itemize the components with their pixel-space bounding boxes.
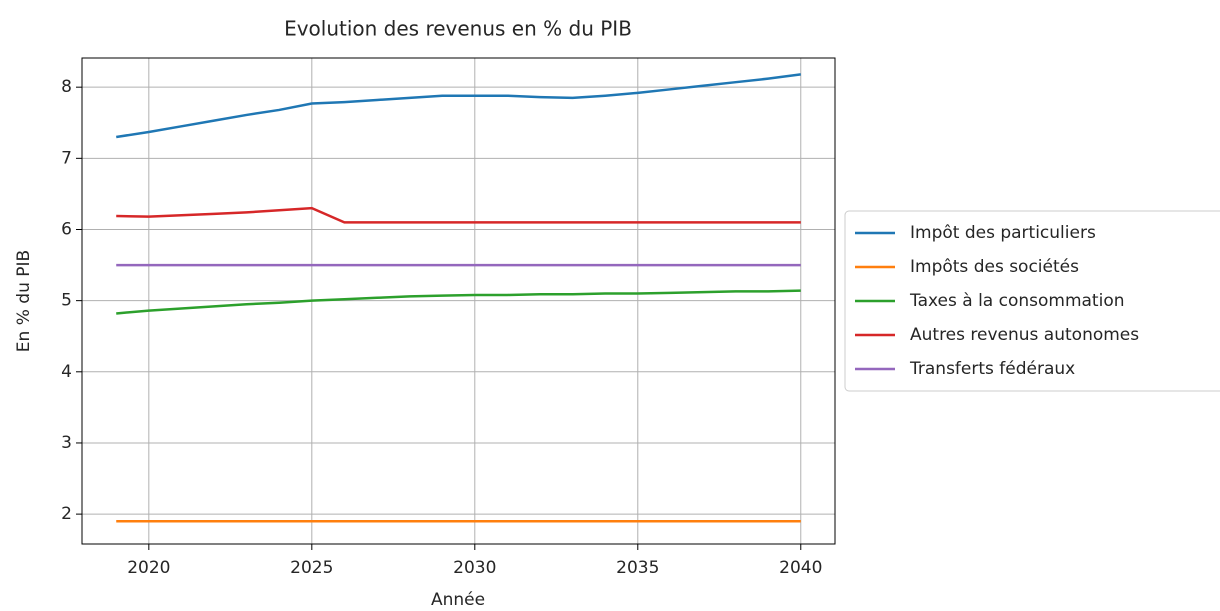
legend-label: Taxes à la consommation bbox=[909, 291, 1125, 311]
series-line bbox=[116, 206, 801, 224]
series-line bbox=[116, 289, 801, 315]
y-tick-label: 3 bbox=[61, 433, 72, 453]
x-axis-label: Année bbox=[431, 590, 485, 610]
chart-title: Evolution des revenus en % du PIB bbox=[284, 17, 632, 41]
y-tick-label: 6 bbox=[61, 219, 72, 239]
series-line bbox=[116, 73, 801, 139]
legend-label: Impôts des sociétés bbox=[910, 257, 1079, 277]
y-tick-label: 4 bbox=[61, 362, 72, 382]
y-axis-label: En % du PIB bbox=[14, 250, 34, 352]
y-tick-label: 7 bbox=[61, 148, 72, 168]
x-tick-label: 2035 bbox=[616, 558, 659, 578]
y-tick-label: 5 bbox=[61, 291, 72, 311]
x-tick-label: 2030 bbox=[453, 558, 496, 578]
y-tick-label: 2 bbox=[61, 504, 72, 524]
legend-box bbox=[844, 210, 1220, 392]
x-tick-label: 2020 bbox=[127, 558, 170, 578]
x-tick-label: 2025 bbox=[290, 558, 333, 578]
legend-label: Impôt des particuliers bbox=[910, 223, 1096, 243]
y-tick-label: 8 bbox=[61, 77, 72, 97]
plot-frame bbox=[81, 57, 836, 545]
legend-label: Autres revenus autonomes bbox=[910, 325, 1139, 345]
x-tick-label: 2040 bbox=[779, 558, 822, 578]
legend-label: Transferts fédéraux bbox=[909, 359, 1075, 379]
